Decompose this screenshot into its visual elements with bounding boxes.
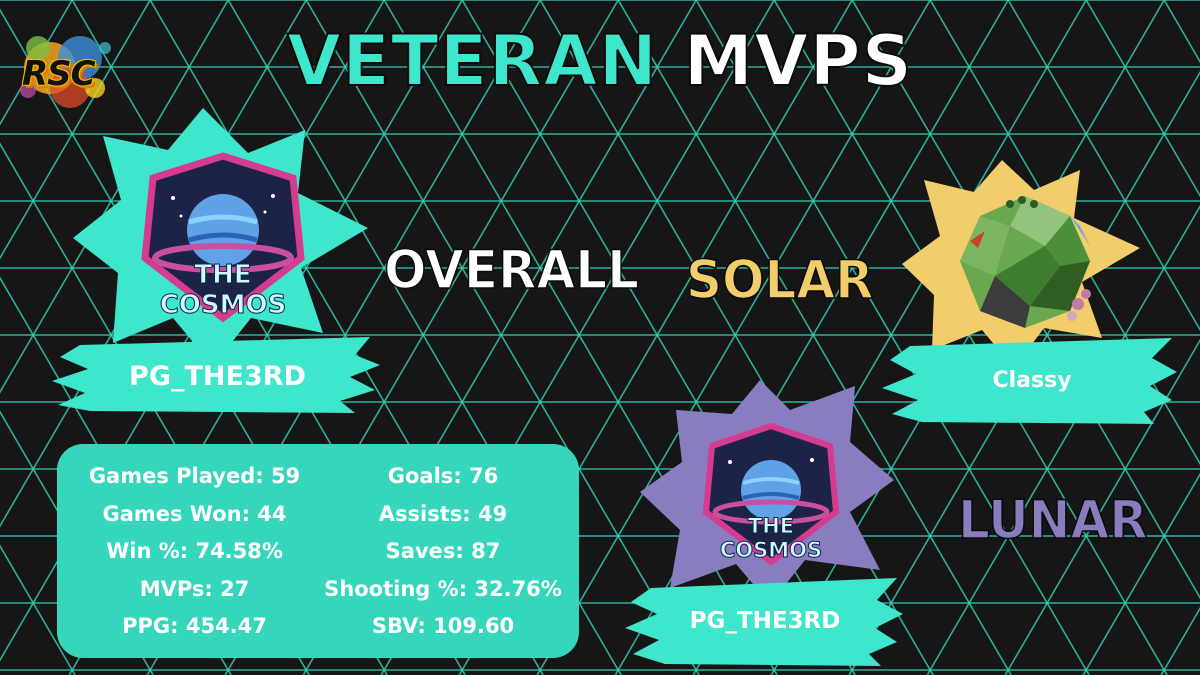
stat-games-won: Games Won: 44: [102, 501, 287, 526]
brush-stroke-icon: [625, 578, 903, 666]
grid-line: [0, 0, 73, 126]
cosmos-shield-icon: [702, 422, 840, 566]
low-poly-planet-icon: [960, 196, 1091, 328]
page-title: VETERAN MVPS: [0, 16, 1200, 106]
brush-stroke-icon: [882, 338, 1177, 424]
team-logo: THE COSMOS: [696, 420, 846, 570]
grid-line: [1082, 472, 1200, 675]
player-name: PG_THE3RD: [129, 361, 306, 392]
grid-line: [1085, 0, 1200, 198]
grid-line: [305, 0, 700, 675]
lunar-badge: THE COSMOS: [640, 380, 895, 605]
brush-stroke-icon: [52, 337, 380, 413]
stat-mvps: MVPs: 27: [139, 576, 250, 601]
grid-line: [0, 0, 229, 394]
stat-shooting-percent: Shooting %: 32.76%: [324, 576, 562, 601]
stat-goals: Goals: 76: [387, 464, 499, 488]
grid-line: [0, 0, 307, 528]
stat-win-percent: Win %: 74.58%: [106, 539, 283, 563]
grid-line: [1004, 338, 1200, 675]
stats-right-column: Goals: 76 Assists: 49 Saves: 87 Shooting…: [299, 458, 587, 646]
player-name-ribbon: PG_THE3RD: [625, 578, 905, 666]
category-overall: OVERALL: [383, 239, 639, 301]
logo-text: RSC: [22, 54, 96, 94]
grid-line: [851, 0, 1200, 600]
grid-line: [695, 0, 1090, 675]
player-name-ribbon: Classy: [882, 338, 1182, 424]
stats-panel: Games Played: 59 Games Won: 44 Win %: 74…: [57, 444, 579, 658]
team-logo-text: THE COSMOS: [719, 514, 823, 563]
stat-assists: Assists: 49: [378, 501, 508, 526]
stat-sbv: SBV: 109.60: [371, 614, 515, 638]
grid-line: [929, 0, 1200, 466]
paint-splash-icon: [20, 36, 111, 108]
stat-ppg: PPG: 454.47: [122, 614, 267, 638]
team-logo: THE COSMOS: [133, 148, 313, 328]
player-name-ribbon: PG_THE3RD: [50, 335, 385, 415]
overall-badge: THE COSMOS: [73, 108, 373, 368]
grid-line: [0, 544, 76, 675]
grid-line: [926, 204, 1200, 675]
grid-line: [848, 70, 1200, 675]
grid-line: [617, 0, 1012, 675]
grid-line: [0, 0, 385, 662]
grid-line: [0, 0, 151, 260]
title-accent: VETERAN: [286, 19, 659, 103]
cosmos-shield-icon: [141, 152, 305, 323]
team-logo-text: THE COSMOS: [159, 260, 287, 321]
category-solar: SOLAR: [685, 249, 874, 311]
stats-left-column: Games Played: 59 Games Won: 44 Win %: 74…: [57, 458, 332, 646]
category-lunar: LUNAR: [957, 489, 1148, 551]
grid-line: [1007, 0, 1200, 332]
grid-line: [536, 0, 931, 675]
stat-games-played: Games Played: 59: [88, 464, 301, 488]
player-name: Classy: [992, 368, 1072, 393]
solar-badge: [902, 160, 1142, 370]
title-rest: MVPS: [683, 19, 914, 103]
player-name: PG_THE3RD: [689, 608, 841, 634]
stat-saves: Saves: 87: [385, 539, 501, 563]
rsc-logo: RSC: [10, 18, 120, 118]
grid-line: [773, 0, 1168, 675]
